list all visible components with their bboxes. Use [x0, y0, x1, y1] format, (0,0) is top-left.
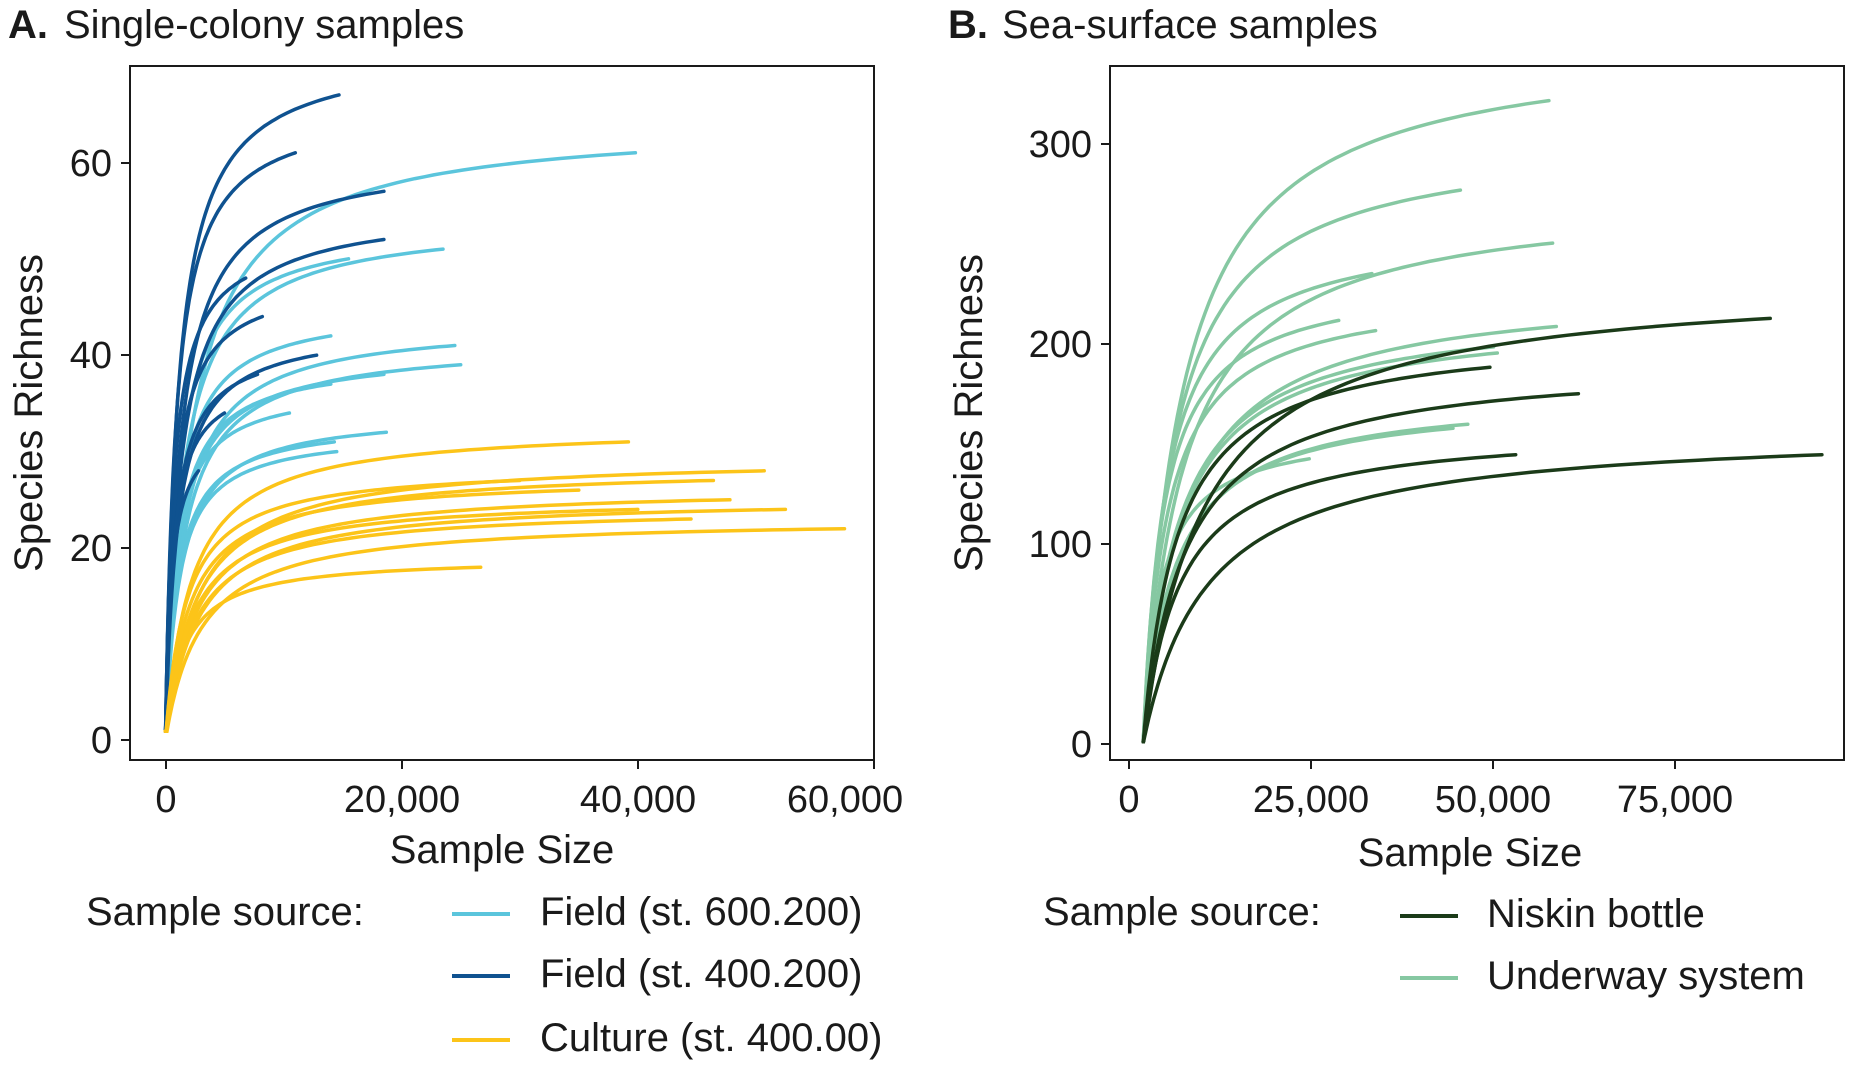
panel-a-ytick-label: 60 [70, 143, 112, 185]
panel-a-ytick-label: 20 [70, 528, 112, 570]
panel-a-letter: A. [8, 3, 48, 47]
curve-niskin-bottle-2 [1141, 365, 1492, 744]
panel-a-legend-label: Field (st. 600.200) [540, 890, 862, 934]
panel-b-legend: Sample source: Niskin bottle Underway sy… [1043, 890, 1805, 998]
curve-underway-system-10 [1141, 422, 1470, 744]
panel-a-legend: Sample source: Field (st. 600.200) Field… [86, 890, 882, 1060]
panel-a-xtick-label: 20,000 [344, 779, 460, 821]
panel-b-legend-label: Underway system [1487, 954, 1805, 998]
panel-a-ytick-label: 40 [70, 335, 112, 377]
panel-b-xtick-label: 0 [1118, 779, 1139, 821]
curve-niskin-bottle-3 [1141, 391, 1581, 744]
panel-a-x-axis-label: Sample Size [390, 828, 615, 872]
panel-b: B. Sea-surface samples 0 100 200 300 0 2… [947, 3, 1845, 998]
panel-a-y-axis-label: Species Richness [7, 254, 51, 572]
panel-b-title: Sea-surface samples [1002, 3, 1378, 47]
panel-b-ytick-label: 300 [1029, 124, 1092, 166]
panel-b-curves [1141, 98, 1824, 744]
panel-a-title: Single-colony samples [64, 3, 464, 47]
curve-culture-st-400-00--8 [163, 526, 847, 733]
panel-a: A. Single-colony samples 0 20 40 60 0 20… [7, 3, 903, 1060]
curve-field-st-600-200--1 [163, 151, 638, 733]
panel-b-letter: B. [948, 3, 988, 47]
panel-a-xtick-label: 0 [155, 779, 176, 821]
panel-b-plot-frame [1109, 65, 1845, 761]
panel-a-ytick-label: 0 [91, 720, 112, 762]
panel-b-xtick-label: 50,000 [1435, 779, 1551, 821]
panel-b-ytick-label: 200 [1029, 324, 1092, 366]
panel-a-xtick-label: 60,000 [787, 779, 903, 821]
curve-culture-st-400-00--11 [163, 565, 483, 733]
panel-b-ytick-label: 0 [1071, 724, 1092, 766]
curve-culture-st-400-00--10 [163, 488, 581, 733]
panel-b-xtick-label: 25,000 [1253, 779, 1369, 821]
panel-a-legend-title: Sample source: [86, 890, 364, 934]
panel-b-y-axis-label: Species Richness [947, 254, 991, 572]
curve-niskin-bottle-5 [1141, 452, 1824, 744]
panel-a-legend-label: Field (st. 400.200) [540, 952, 862, 996]
curve-culture-st-400-00--7 [163, 517, 693, 733]
curve-field-st-600-200--5 [163, 363, 463, 733]
panel-b-legend-title: Sample source: [1043, 890, 1321, 934]
panel-a-legend-label: Culture (st. 400.00) [540, 1016, 882, 1060]
curve-underway-system-11 [1141, 426, 1455, 744]
panel-b-xtick-label: 75,000 [1617, 779, 1733, 821]
panel-a-plot-frame [129, 65, 875, 761]
curve-underway-system-4 [1141, 271, 1374, 744]
panel-b-ytick-label: 100 [1029, 524, 1092, 566]
curve-underway-system-9 [1141, 351, 1500, 744]
panel-b-legend-label: Niskin bottle [1487, 892, 1705, 936]
panel-a-curves [163, 93, 847, 733]
curve-underway-system-1 [1141, 98, 1551, 744]
curve-field-st-400-200--10 [163, 469, 201, 733]
curve-culture-st-400-00--6 [163, 507, 788, 733]
curve-niskin-bottle-4 [1141, 452, 1518, 744]
panel-b-x-axis-label: Sample Size [1358, 831, 1583, 875]
panel-a-xtick-label: 40,000 [580, 779, 696, 821]
